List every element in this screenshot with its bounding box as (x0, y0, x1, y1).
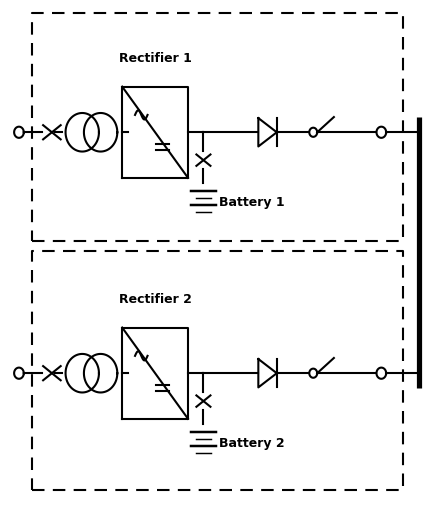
Text: Battery 1: Battery 1 (219, 195, 285, 208)
Text: Battery 2: Battery 2 (219, 436, 285, 449)
Text: Rectifier 2: Rectifier 2 (119, 292, 191, 305)
Text: Rectifier 1: Rectifier 1 (119, 52, 191, 65)
